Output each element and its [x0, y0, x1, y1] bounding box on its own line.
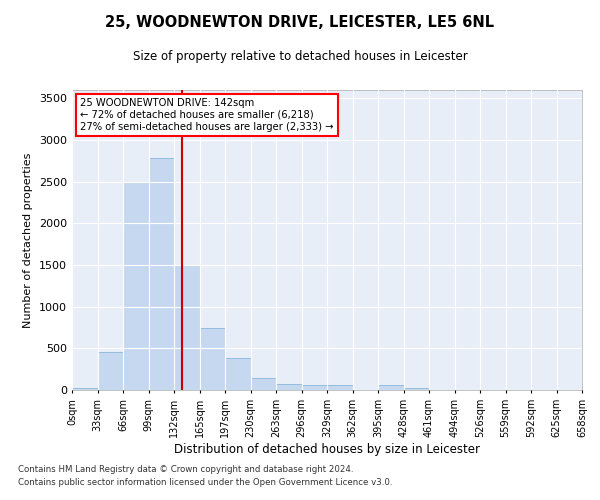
Text: Size of property relative to detached houses in Leicester: Size of property relative to detached ho… — [133, 50, 467, 63]
Bar — [225, 358, 251, 390]
Text: Contains HM Land Registry data © Crown copyright and database right 2024.: Contains HM Land Registry data © Crown c… — [18, 466, 353, 474]
Text: 25, WOODNEWTON DRIVE, LEICESTER, LE5 6NL: 25, WOODNEWTON DRIVE, LEICESTER, LE5 6NL — [106, 15, 494, 30]
Y-axis label: Number of detached properties: Number of detached properties — [23, 152, 34, 328]
Bar — [72, 388, 97, 390]
X-axis label: Distribution of detached houses by size in Leicester: Distribution of detached houses by size … — [174, 442, 480, 456]
Bar — [174, 265, 199, 390]
Text: Contains public sector information licensed under the Open Government Licence v3: Contains public sector information licen… — [18, 478, 392, 487]
Bar — [251, 378, 276, 390]
Bar — [123, 182, 149, 390]
Bar — [327, 386, 353, 390]
Text: 25 WOODNEWTON DRIVE: 142sqm
← 72% of detached houses are smaller (6,218)
27% of : 25 WOODNEWTON DRIVE: 142sqm ← 72% of det… — [80, 98, 334, 132]
Bar — [97, 352, 123, 390]
Bar — [276, 384, 302, 390]
Bar — [149, 158, 174, 390]
Bar — [199, 328, 225, 390]
Bar — [404, 388, 429, 390]
Bar — [378, 386, 404, 390]
Bar — [302, 386, 327, 390]
